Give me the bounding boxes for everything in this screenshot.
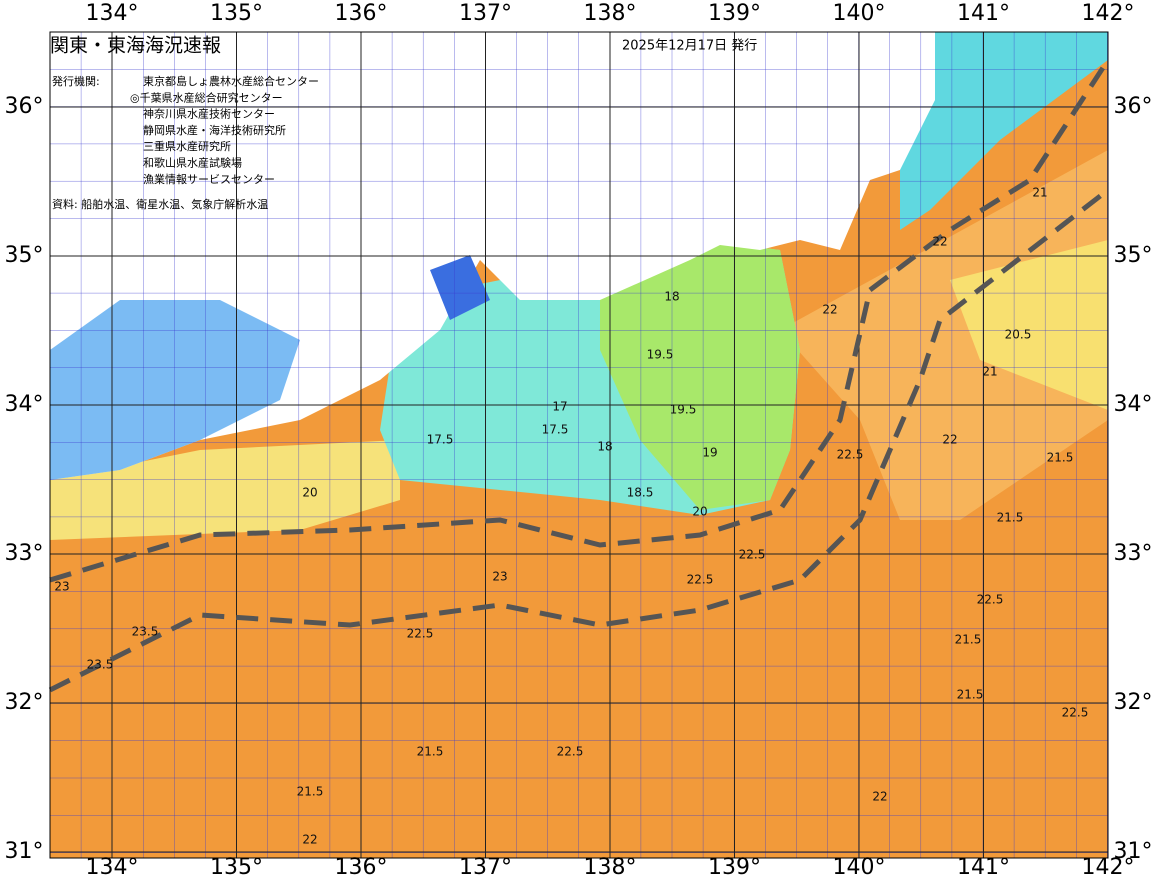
contour-label: 21.5 — [297, 785, 324, 799]
lat-label: 32° — [5, 690, 44, 715]
contour-label: 19.5 — [670, 403, 697, 417]
issuer: 漁業情報サービスセンター — [143, 172, 275, 186]
lon-label: 139° — [708, 855, 761, 880]
contour-label: 22 — [942, 433, 957, 447]
contour-label: 17.5 — [542, 423, 569, 437]
title: 関東・東海海況速報 — [50, 35, 221, 57]
contour-label: 21.5 — [1047, 451, 1074, 465]
lon-label: 138° — [584, 1, 637, 26]
issuer-label: 発行機関: — [52, 74, 100, 88]
lat-label: 31° — [5, 839, 44, 864]
lon-label: 141° — [957, 855, 1010, 880]
current-path — [49, 58, 1111, 583]
lon-label: 138° — [584, 855, 637, 880]
contour-label: 20.5 — [1005, 328, 1032, 342]
lat-label: 36° — [1114, 94, 1153, 119]
contour-label: 22.5 — [687, 573, 714, 587]
lon-label: 136° — [335, 1, 388, 26]
contour-label: 19 — [702, 446, 717, 460]
warm-band — [50, 440, 400, 540]
contour-label: 21.5 — [955, 633, 982, 647]
warm-band — [780, 150, 1108, 520]
lon-label: 142° — [1082, 1, 1135, 26]
issuer: 静岡県水産・海洋技術研究所 — [143, 123, 286, 137]
map-frame — [49, 31, 1109, 859]
issue-date: 2025年12月17日 発行 — [622, 39, 757, 54]
lon-label: 135° — [210, 1, 263, 26]
lon-label: 135° — [210, 855, 263, 880]
contour-label: 21 — [1032, 186, 1047, 200]
contour-label: 22.5 — [1062, 706, 1089, 720]
contour-label: 21.5 — [417, 745, 444, 759]
contour-label: 22 — [822, 303, 837, 317]
lon-label: 137° — [459, 1, 512, 26]
contour-label: 23.5 — [132, 625, 159, 639]
contour-label: 18 — [597, 440, 612, 454]
lon-label: 134° — [86, 855, 139, 880]
lon-label: 142° — [1082, 855, 1135, 880]
contour-label: 21.5 — [997, 511, 1024, 525]
lon-label: 137° — [459, 855, 512, 880]
lon-label: 140° — [833, 1, 886, 26]
contour-label: 22 — [302, 833, 317, 847]
lon-label: 134° — [86, 1, 139, 26]
issuer: 三重県水産研究所 — [143, 139, 231, 153]
contour-label: 22 — [932, 235, 947, 249]
lon-label: 140° — [833, 855, 886, 880]
lon-label: 139° — [708, 1, 761, 26]
contour-label: 22.5 — [977, 593, 1004, 607]
current-path — [48, 188, 1110, 693]
lon-label: 136° — [335, 855, 388, 880]
lat-label: 33° — [1114, 541, 1153, 566]
contour-label: 20 — [302, 486, 317, 500]
source: 資料: 船舶水温、衛星水温、気象庁解析水温 — [52, 197, 268, 211]
contour-label: 19.5 — [647, 348, 674, 362]
contour-label: 18 — [664, 290, 679, 304]
contour-label: 17 — [552, 400, 567, 414]
lat-label: 31° — [1114, 839, 1153, 864]
issuer: 和歌山県水産試験場 — [143, 156, 242, 170]
issuer: 東京都島しょ農林水産総合センター — [143, 74, 319, 88]
contour-label: 21 — [982, 365, 997, 379]
bay — [430, 255, 490, 320]
contour-label: 22.5 — [407, 627, 434, 641]
issuer: 神奈川県水産技術センター — [143, 107, 275, 121]
lat-label: 34° — [5, 392, 44, 417]
contour-label: 23 — [54, 580, 69, 594]
lat-label: 33° — [5, 541, 44, 566]
contour-label: 22 — [872, 790, 887, 804]
contour-label: 22.5 — [837, 448, 864, 462]
lat-label: 35° — [1114, 243, 1153, 268]
contour-label: 17.5 — [427, 433, 454, 447]
lat-label: 36° — [5, 94, 44, 119]
contour-label: 21.5 — [957, 688, 984, 702]
lat-label: 34° — [1114, 392, 1153, 417]
lon-label: 141° — [957, 1, 1010, 26]
lat-label: 35° — [5, 243, 44, 268]
contour-label: 22.5 — [739, 548, 766, 562]
contour-label: 23 — [492, 570, 507, 584]
lat-label: 32° — [1114, 690, 1153, 715]
contour-label: 23.5 — [87, 658, 114, 672]
contour-label: 18.5 — [627, 486, 654, 500]
contour-label: 22.5 — [557, 745, 584, 759]
issuer: ◎千葉県水産総合研究センター — [130, 90, 283, 104]
contour-label: 20 — [692, 505, 707, 519]
